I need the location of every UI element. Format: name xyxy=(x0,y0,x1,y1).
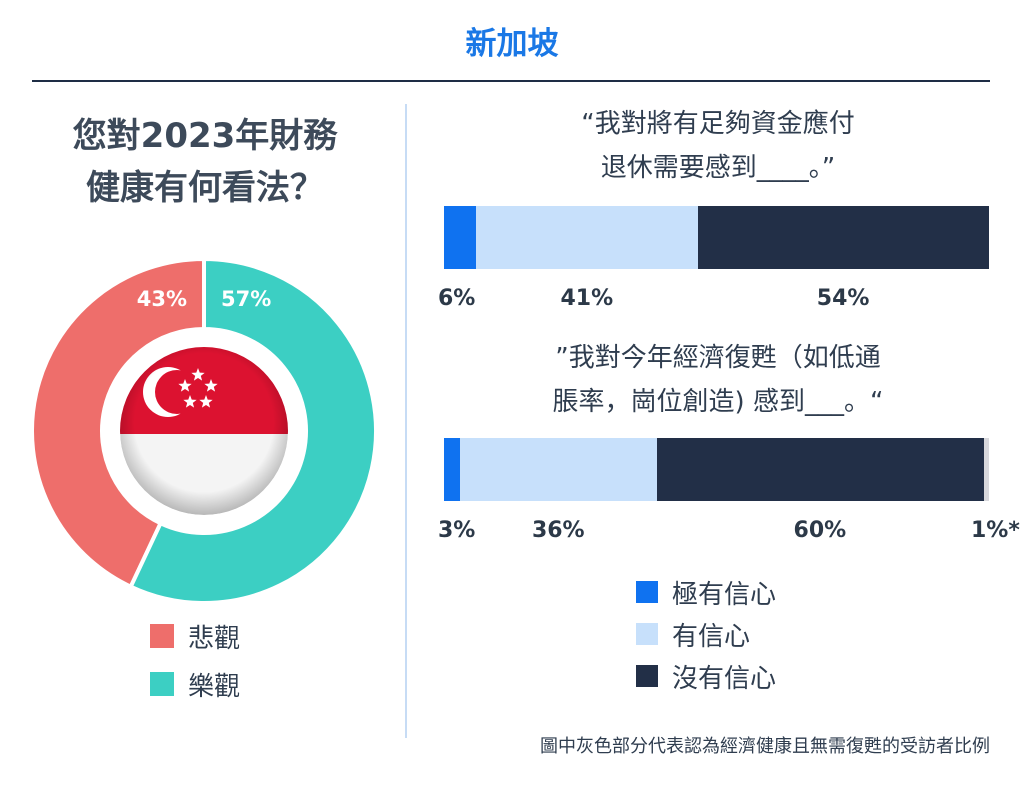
bar-recovery-label-0: 3% xyxy=(438,518,476,543)
statement-recovery-line-1: ”我對今年經濟復甦（如低通 xyxy=(555,343,881,373)
donut-slice-label-0: 43% xyxy=(137,287,187,311)
question-line-2: 健康有何看法？ xyxy=(86,168,324,208)
bar-recovery-segment-1 xyxy=(460,438,658,501)
statement-retirement: “我對將有足夠資金應付 退休需要感到____。” xyxy=(448,102,988,190)
statement-recovery: ”我對今年經濟復甦（如低通 脹率，崗位創造) 感到___。“ xyxy=(448,336,988,424)
bar-recovery-segment-0 xyxy=(444,438,461,501)
legend-swatch-not-confident xyxy=(636,665,658,687)
legend-label-not-confident: 沒有信心 xyxy=(672,663,777,694)
legend-label-confident: 有信心 xyxy=(672,621,751,652)
bar-retirement-label-2: 54% xyxy=(816,286,870,311)
legend-item-not-confident: 沒有信心 xyxy=(636,658,776,694)
bar-retirement-segment-0 xyxy=(444,206,477,269)
donut-slice-label-1: 57% xyxy=(221,287,271,311)
bar-recovery-label-3: 1%* xyxy=(971,518,1020,543)
legend-item-optimistic: 樂觀 xyxy=(150,666,240,702)
legend-item-confident: 有信心 xyxy=(636,616,750,652)
statement-retirement-line-2: 退休需要感到____。” xyxy=(600,153,836,183)
panel-divider xyxy=(405,104,407,738)
legend-swatch-optimistic xyxy=(150,672,174,696)
bar-retirement-label-1: 41% xyxy=(560,286,614,311)
donut-slice-0 xyxy=(30,256,206,590)
legend-item-very-confident: 極有信心 xyxy=(636,574,776,610)
bar-recovery-segment-2 xyxy=(656,438,985,501)
survey-question: 您對2023年財務 健康有何看法？ xyxy=(20,110,390,214)
bar-recovery-label-1: 36% xyxy=(531,518,585,543)
footnote: 圖中灰色部分代表認為經濟健康且無需復甦的受訪者比例 xyxy=(540,736,990,757)
donut-slice-1 xyxy=(128,256,378,605)
legend-swatch-confident xyxy=(636,623,658,645)
bar-retirement-segment-2 xyxy=(697,206,990,269)
legend-item-pessimistic: 悲觀 xyxy=(150,618,240,654)
title-divider xyxy=(32,80,990,82)
bar-recovery-label-2: 60% xyxy=(793,518,847,543)
question-line-1: 您對2023年財務 xyxy=(72,116,338,156)
legend-swatch-very-confident xyxy=(636,581,658,603)
legend-label-pessimistic: 悲觀 xyxy=(188,623,241,654)
legend-swatch-pessimistic xyxy=(150,624,174,648)
legend-label-optimistic: 樂觀 xyxy=(188,671,241,702)
legend-label-very-confident: 極有信心 xyxy=(672,579,777,610)
bar-recovery-segment-3 xyxy=(983,438,990,501)
bar-retirement-segment-1 xyxy=(476,206,699,269)
statement-recovery-line-2: 脹率，崗位創造) 感到___。“ xyxy=(552,387,884,417)
singapore-flag-icon xyxy=(108,335,300,527)
page-title: 新加坡 xyxy=(465,26,559,62)
bar-retirement-label-0: 6% xyxy=(438,286,476,311)
donut-chart: 43% 57% xyxy=(30,256,378,605)
statement-retirement-line-1: “我對將有足夠資金應付 xyxy=(581,109,855,139)
